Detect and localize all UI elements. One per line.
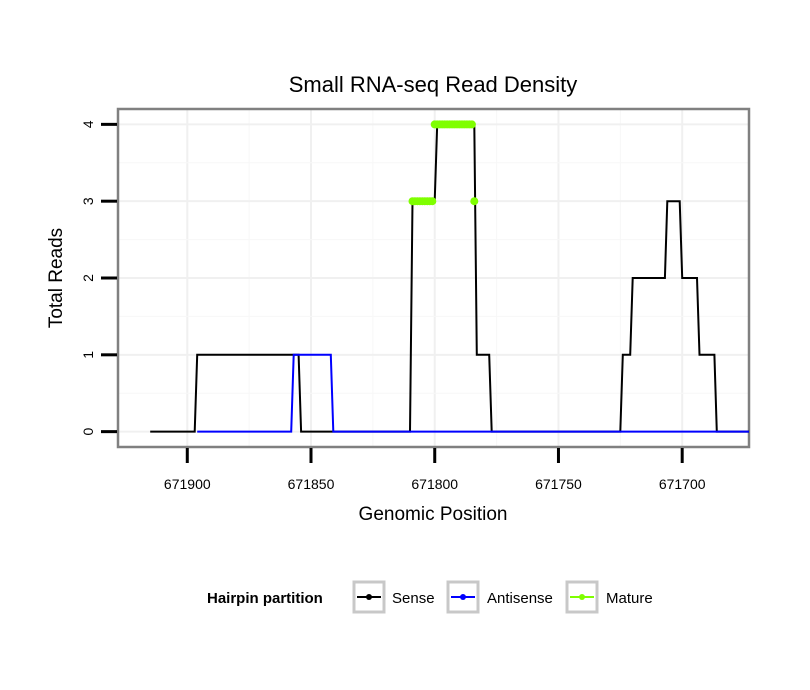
legend-point-antisense [460, 594, 466, 600]
y-axis-title: Total Reads [46, 228, 67, 328]
legend-point-sense [366, 594, 372, 600]
series-line-antisense [197, 353, 749, 433]
x-tick-label: 671800 [411, 476, 458, 492]
x-tick-label: 671700 [659, 476, 706, 492]
series-layer [150, 120, 749, 433]
y-tick-label: 4 [80, 120, 96, 128]
chart-title: Small RNA-seq Read Density [289, 72, 578, 97]
x-axis-title: Genomic Position [359, 504, 508, 525]
series-point-mature [470, 197, 479, 206]
legend-title: Hairpin partition [207, 590, 323, 607]
y-tick-label: 2 [80, 274, 96, 282]
legend-entry-sense: Sense [352, 580, 435, 614]
axes: 671900 671850 671800 671750 671700 0 1 2 3 4 [80, 120, 706, 492]
x-tick-label: 671850 [288, 476, 335, 492]
series-point-mature [467, 120, 476, 129]
legend-point-mature [579, 594, 585, 600]
x-tick-label: 671900 [164, 476, 211, 492]
plot-panel-border [116, 107, 751, 449]
y-tick-label: 1 [80, 351, 96, 359]
legend-label-mature: Mature [606, 590, 653, 607]
legend-label-antisense: Antisense [487, 590, 553, 607]
y-tick-label: 0 [80, 428, 96, 436]
series-point-mature [428, 197, 437, 206]
legend-entry-mature: Mature [565, 580, 653, 614]
x-tick-label: 671750 [535, 476, 582, 492]
legend-label-sense: Sense [392, 590, 435, 607]
y-tick-label: 3 [80, 197, 96, 205]
legend-entry-antisense: Antisense [446, 580, 553, 614]
legend: Hairpin partition Sense Antisense Mature [207, 580, 653, 614]
